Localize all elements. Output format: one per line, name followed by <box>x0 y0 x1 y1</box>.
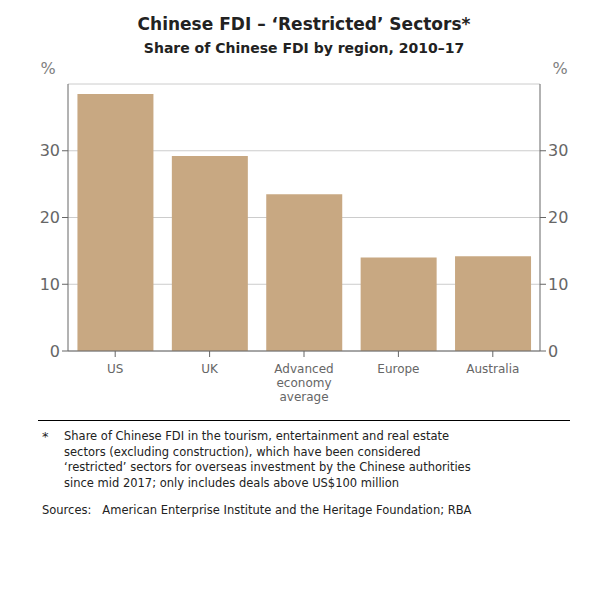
svg-text:20: 20 <box>40 208 60 227</box>
svg-text:10: 10 <box>40 275 60 294</box>
html-text:Share of Chinese FDI by region: Share of Chinese FDI by region, 2010–17 <box>143 40 465 56</box>
svg-text:Advancedeconomyaverage: Advancedeconomyaverage <box>274 362 333 404</box>
svg-text:0: 0 <box>50 342 60 361</box>
svg-text:Europe: Europe <box>377 362 419 376</box>
svg-text:20: 20 <box>548 208 568 227</box>
html-text:Sources: American Enterprise I: Sources: American Enterprise Institute a… <box>42 503 472 518</box>
svg-text:30: 30 <box>40 141 60 160</box>
html-text:Share of Chinese FDI in the to: Share of Chinese FDI in the tourism, ent… <box>64 429 471 490</box>
svg-text:%: % <box>40 59 55 78</box>
svg-text:US: US <box>107 362 123 376</box>
svg-text:0: 0 <box>548 342 558 361</box>
svg-text:10: 10 <box>548 275 568 294</box>
svg-text:30: 30 <box>548 141 568 160</box>
svg-text:%: % <box>552 59 567 78</box>
svg-text:UK: UK <box>201 362 219 376</box>
svg-text:Australia: Australia <box>466 362 519 376</box>
html-text:Chinese FDI – ‘Restricted’ Sec: Chinese FDI – ‘Restricted’ Sectors* <box>137 14 471 34</box>
